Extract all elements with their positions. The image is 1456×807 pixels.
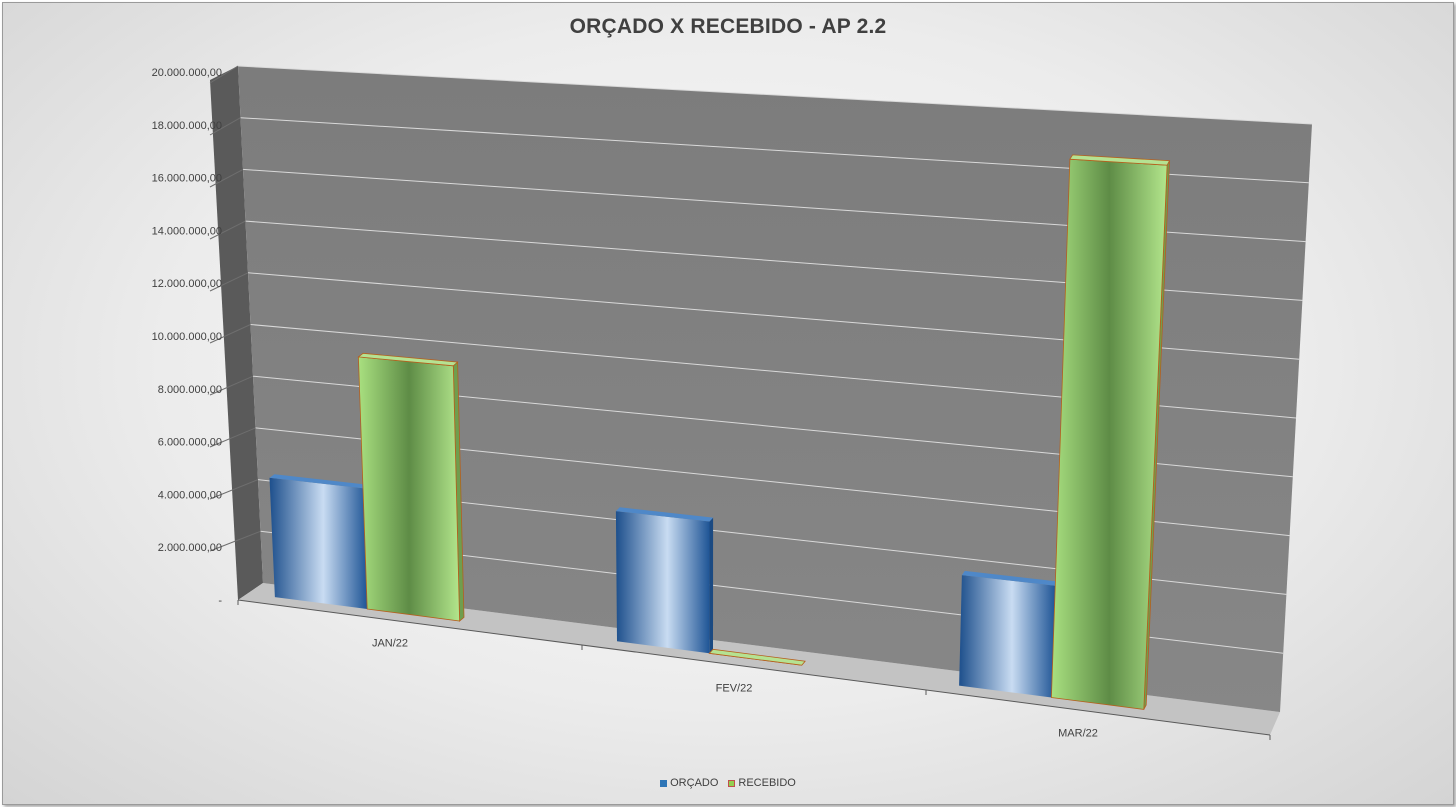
legend-label-orcado: ORÇADO xyxy=(670,777,719,789)
x-tick-label: FEV/22 xyxy=(716,683,753,695)
legend-swatch-recebido xyxy=(728,779,736,787)
side-gridline xyxy=(209,117,241,136)
legend-label-recebido: RECEBIDO xyxy=(738,777,796,789)
legend-swatch-orcado xyxy=(660,779,668,787)
y-tick-label: 16.000.000,00 xyxy=(152,173,222,185)
x-tick-label: JAN/22 xyxy=(372,638,408,650)
side-gridline xyxy=(209,168,244,188)
y-tick-label: 20.000.000,00 xyxy=(152,67,222,79)
y-tick-label: 10.000.000,00 xyxy=(152,331,222,343)
bar-side-orçado-1 xyxy=(709,517,714,654)
bar-orçado-1 xyxy=(615,511,710,654)
gridline xyxy=(237,65,1313,125)
legend-item-recebido: RECEBIDO xyxy=(728,777,796,789)
bar-top-recebido-0 xyxy=(357,352,459,367)
side-gridline xyxy=(209,272,249,292)
side-gridline xyxy=(209,427,256,448)
bar-top-recebido-1 xyxy=(708,648,806,666)
bar-top-orçado-2 xyxy=(961,570,1058,586)
side-gridline xyxy=(209,220,246,240)
y-tick-label: 2.000.000,00 xyxy=(158,542,222,554)
legend-item-orcado: ORÇADO xyxy=(660,777,718,789)
y-tick-label: 4.000.000,00 xyxy=(158,489,222,501)
bar-top-orçado-1 xyxy=(615,507,714,522)
side-gridline xyxy=(209,375,254,396)
bar-orçado-0 xyxy=(269,477,368,609)
x-axis-line xyxy=(237,599,1271,736)
side-gridline xyxy=(209,65,239,84)
bar-recebido-0 xyxy=(357,356,461,622)
side-gridline xyxy=(209,479,259,500)
side-gridline xyxy=(209,530,261,552)
chart-title: ORÇADO X RECEBIDO - AP 2.2 xyxy=(569,15,887,38)
bar-top-orçado-0 xyxy=(269,474,368,489)
chart-legend: ORÇADO RECEBIDO xyxy=(0,777,1456,789)
y-tick-label: 18.000.000,00 xyxy=(152,120,222,132)
x-tick-label: MAR/22 xyxy=(1058,728,1098,740)
y-tick-label: 12.000.000,00 xyxy=(152,278,222,290)
y-tick-label: 6.000.000,00 xyxy=(158,437,222,449)
y-tick-label: 8.000.000,00 xyxy=(158,384,222,396)
side-wall xyxy=(210,66,263,600)
bar-orçado-2 xyxy=(959,575,1056,698)
bar-top-recebido-2 xyxy=(1069,154,1171,166)
y-tick-label: 14.000.000,00 xyxy=(152,225,222,237)
side-gridline xyxy=(209,324,251,344)
back-wall xyxy=(238,66,1312,712)
y-tick-label: - xyxy=(218,595,222,607)
